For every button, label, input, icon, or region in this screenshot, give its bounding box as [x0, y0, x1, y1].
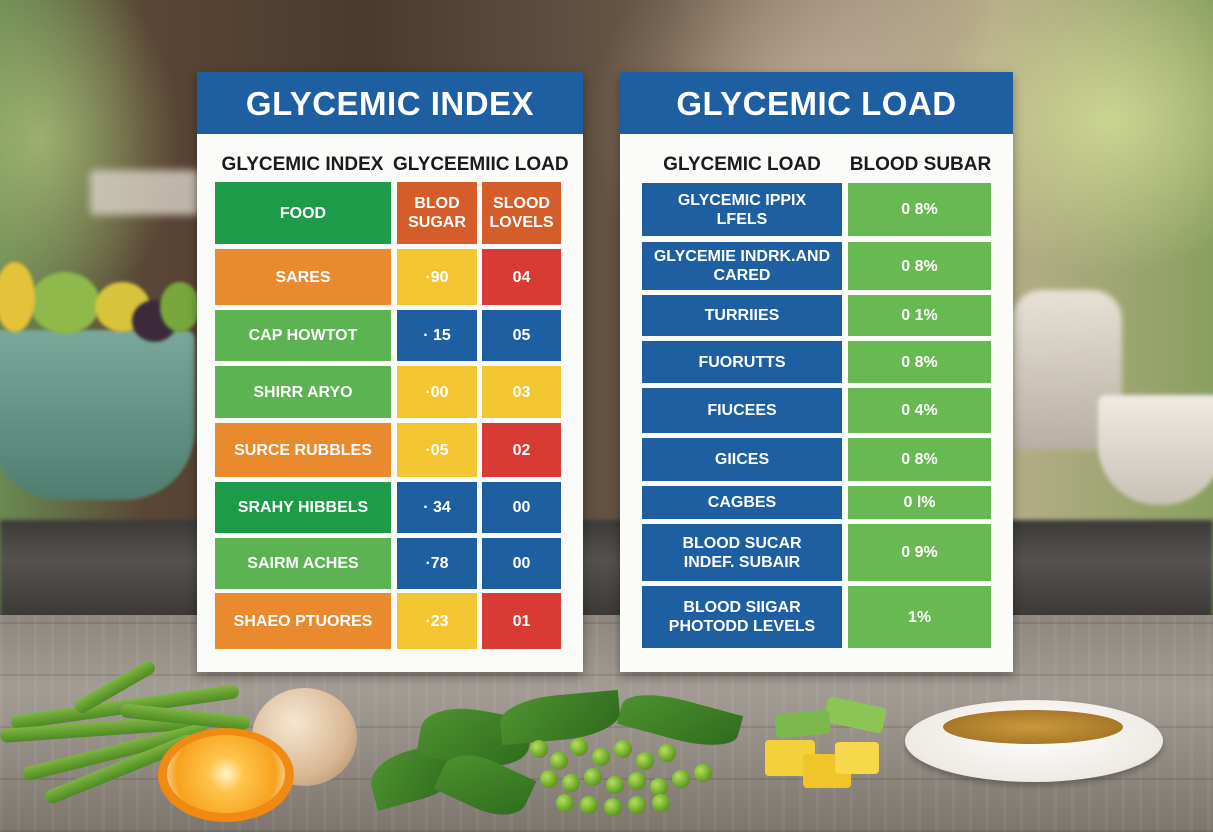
food-cell: SURCE RUBBLES [215, 423, 391, 477]
value-cell: ·90 [397, 249, 477, 305]
fruit [0, 262, 35, 332]
fruit [160, 282, 200, 332]
value-cell: 02 [482, 423, 561, 477]
label-cell: BLOOD SUCAR INDEF. SUBAIR [642, 524, 842, 581]
glycemic-index-card: GLYCEMIC INDEX GLYCEMIC INDEX GLYCEEMIIC… [197, 72, 583, 672]
value-cell: 00 [482, 482, 561, 533]
card-title: GLYCEMIC INDEX [197, 72, 583, 134]
label-cell: BLOOD SIIGAR PHOTODD LEVELS [642, 586, 842, 648]
white-bowl [1098, 395, 1213, 505]
column-header: GLYCEMIC INDEX [221, 154, 384, 175]
food-cell: SHAEO PTUORES [215, 593, 391, 649]
percent-cell: 0 8% [848, 438, 991, 481]
label-cell: GLYCEMIE INDRK.AND CARED [642, 242, 842, 290]
label-cell: GLYCEMIC IPPIX LFELS [642, 183, 842, 236]
blurred-shelf [90, 170, 200, 215]
glycemic-load-card: GLYCEMIC LOAD GLYCEMIC LOAD BLOOD SUBAR … [620, 72, 1013, 672]
percent-cell: 0 1% [848, 295, 991, 336]
value-cell: · 34 [397, 482, 477, 533]
percent-cell: 0 8% [848, 341, 991, 383]
percent-cell: 0 8% [848, 242, 991, 290]
percent-cell: 0 l% [848, 486, 991, 519]
column-header: GLYCEMIC LOAD [663, 154, 821, 175]
value-cell: · 15 [397, 310, 477, 361]
card-title: GLYCEMIC LOAD [620, 72, 1013, 134]
diced-vegetables [765, 696, 895, 795]
value-cell: 00 [482, 538, 561, 589]
value-cell: 03 [482, 366, 561, 418]
food-cell: CAP HOWTOT [215, 310, 391, 361]
value-cell: ·05 [397, 423, 477, 477]
leafy-greens-and-peas [360, 685, 780, 827]
label-cell: TURRIIES [642, 295, 842, 336]
value-cell: ·78 [397, 538, 477, 589]
food-cell: SHIRR ARYO [215, 366, 391, 418]
food-header-cell: FOOD [215, 182, 391, 244]
food-cell: SAIRM ACHES [215, 538, 391, 589]
food-cell: SARES [215, 249, 391, 305]
label-cell: FIUCEES [642, 388, 842, 433]
value-cell: 04 [482, 249, 561, 305]
value-cell: ·23 [397, 593, 477, 649]
percent-cell: 1% [848, 586, 991, 648]
seed-dish [905, 700, 1163, 782]
column-header: BLOOD SUBAR [849, 154, 992, 175]
fruit-bowl [0, 330, 195, 500]
label-cell: FUORUTTS [642, 341, 842, 383]
food-cell: SRAHY HIBBELS [215, 482, 391, 533]
percent-cell: 0 9% [848, 524, 991, 581]
label-cell: GIICES [642, 438, 842, 481]
column-header: GLYCEEMIIC LOAD [393, 154, 569, 175]
fruit [30, 272, 100, 334]
value-cell: ·00 [397, 366, 477, 418]
percent-cell: 0 4% [848, 388, 991, 433]
blood-sugar-header-cell: BLOD SUGAR [397, 182, 477, 244]
value-cell: 05 [482, 310, 561, 361]
blurred-counter [0, 520, 1213, 620]
blood-levels-header-cell: SLOOD LOVELS [482, 182, 561, 244]
value-cell: 01 [482, 593, 561, 649]
orange-half [158, 728, 294, 822]
percent-cell: 0 8% [848, 183, 991, 236]
label-cell: CAGBES [642, 486, 842, 519]
